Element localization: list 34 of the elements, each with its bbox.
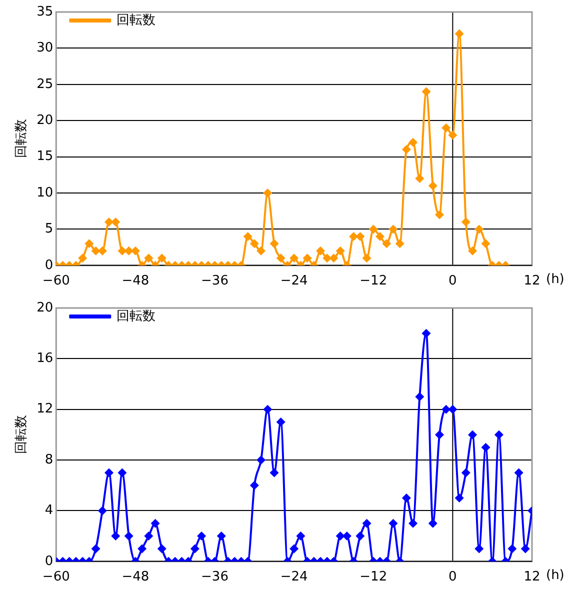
x-tick-label: 0 [448, 274, 457, 289]
y-tick-label: 12 [36, 402, 54, 417]
x-tick-label: −60 [42, 570, 70, 585]
y-tick-label: 5 [44, 222, 54, 237]
x-tick-label: −24 [280, 274, 308, 289]
x-tick-label: −48 [122, 274, 150, 289]
x-tick-label: −48 [122, 570, 150, 585]
x-tick-label: −60 [42, 274, 70, 289]
y-tick-label: 30 [36, 40, 54, 56]
y-tick-label: 4 [44, 503, 54, 518]
y-tick-label: 0 [44, 258, 54, 273]
y-tick-label: 10 [36, 185, 54, 200]
y-tick-label: 8 [44, 452, 54, 468]
legend-label: 回転数 [116, 308, 156, 324]
y-tick-label: 35 [36, 4, 54, 20]
y-tick-label: 15 [36, 149, 54, 164]
x-axis-title: (h) [546, 272, 564, 287]
x-tick-label: −36 [201, 274, 228, 289]
x-tick-label: −24 [280, 570, 308, 585]
y-tick-label: 25 [36, 76, 54, 92]
x-tick-label: −12 [360, 274, 388, 289]
y-tick-label: 20 [36, 300, 54, 316]
y-axis-title: 回転数 [14, 415, 30, 454]
x-axis-title: (h) [546, 568, 564, 583]
x-tick-label: −36 [201, 570, 228, 585]
x-tick-label: 12 [524, 274, 540, 289]
y-tick-label: 20 [36, 112, 54, 128]
x-tick-label: 12 [524, 570, 540, 585]
y-tick-label: 16 [36, 351, 54, 366]
legend-label: 回転数 [116, 12, 156, 28]
y-tick-label: 0 [44, 554, 54, 569]
x-tick-label: −12 [360, 570, 388, 585]
x-tick-label: 0 [448, 570, 457, 585]
y-axis-title: 回転数 [14, 119, 30, 158]
